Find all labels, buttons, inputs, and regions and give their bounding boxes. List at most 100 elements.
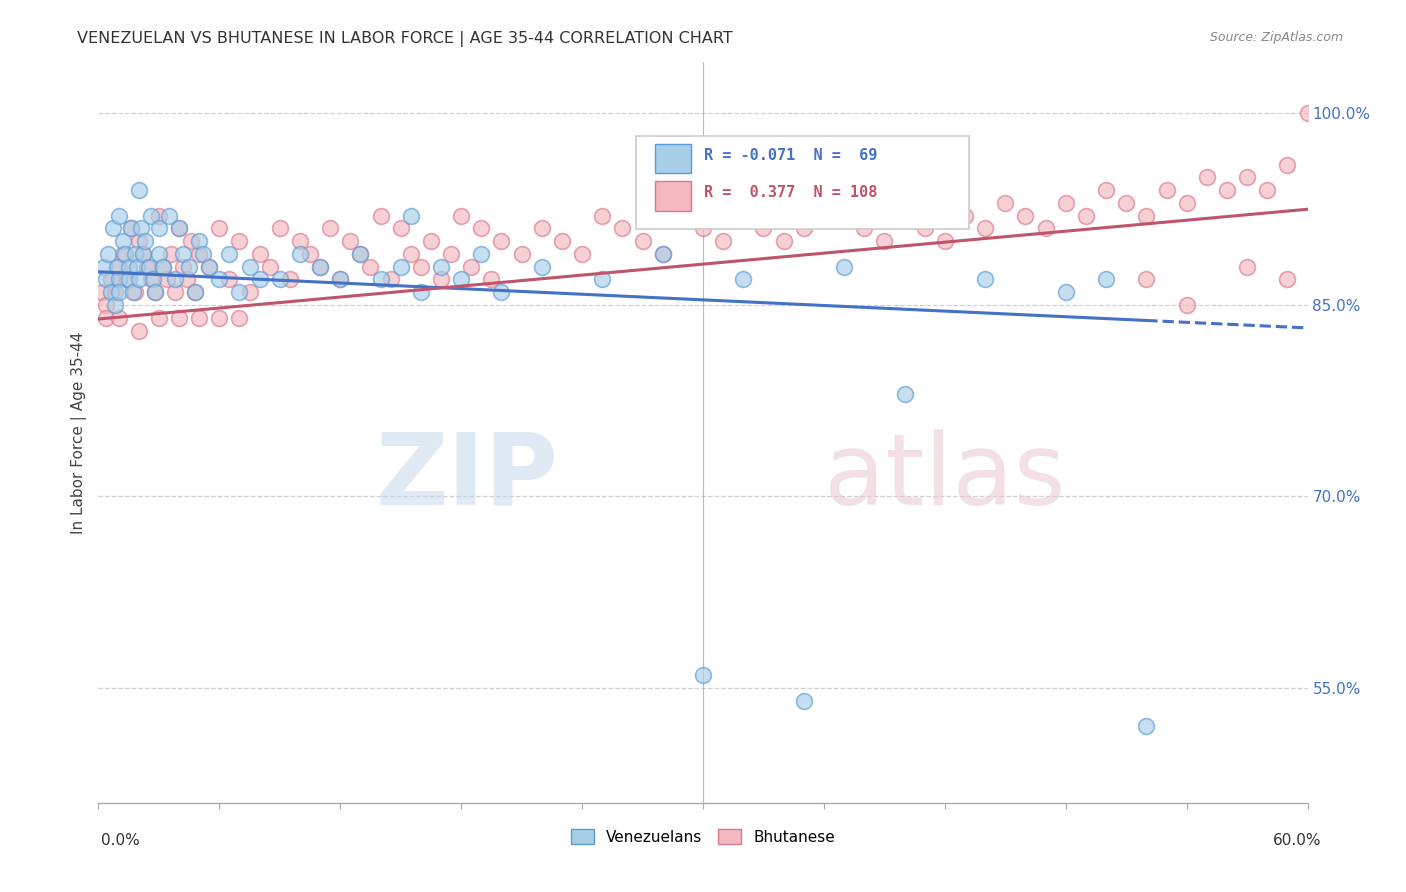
Point [172, 247, 194, 261]
Point [198, 260, 221, 274]
Point [249, 247, 271, 261]
Point [1054, 195, 1077, 210]
Point [481, 272, 503, 286]
Point [1316, 106, 1339, 120]
Point [1277, 157, 1299, 171]
Point [853, 221, 876, 235]
Point [711, 234, 734, 248]
Text: R = -0.071  N =  69: R = -0.071 N = 69 [704, 148, 877, 163]
Point [460, 260, 482, 274]
Point [1035, 221, 1057, 235]
Point [329, 272, 352, 286]
Point [309, 260, 332, 274]
Point [97, 247, 120, 261]
Point [218, 272, 240, 286]
Point [135, 260, 157, 274]
Point [172, 260, 194, 274]
Point [188, 310, 211, 325]
Point [832, 260, 855, 274]
Point [120, 221, 142, 235]
Point [309, 260, 332, 274]
Y-axis label: In Labor Force | Age 35-44: In Labor Force | Age 35-44 [72, 332, 87, 533]
Point [118, 260, 141, 274]
Point [1175, 195, 1198, 210]
Point [692, 221, 714, 235]
Point [167, 221, 190, 235]
Point [651, 247, 673, 261]
Point [160, 247, 183, 261]
Point [132, 247, 155, 261]
Point [1095, 272, 1118, 286]
Point [491, 234, 513, 248]
Point [360, 260, 382, 274]
Point [111, 234, 134, 248]
Point [107, 310, 129, 325]
Point [450, 209, 472, 223]
Point [105, 260, 128, 274]
Point [612, 221, 634, 235]
Point [93, 260, 115, 274]
Text: VENEZUELAN VS BHUTANESE IN LABOR FORCE | AGE 35-44 CORRELATION CHART: VENEZUELAN VS BHUTANESE IN LABOR FORCE |… [77, 31, 733, 47]
Point [420, 234, 443, 248]
Point [1135, 209, 1157, 223]
Point [132, 247, 155, 261]
Bar [655, 144, 690, 173]
Point [450, 272, 472, 286]
Point [259, 260, 281, 274]
Point [1236, 170, 1258, 185]
Point [470, 221, 492, 235]
Point [179, 260, 201, 274]
Point [239, 260, 262, 274]
Point [1296, 106, 1319, 120]
Point [148, 247, 170, 261]
Point [399, 247, 422, 261]
Point [1135, 272, 1157, 286]
Point [152, 260, 174, 274]
Text: ZIP: ZIP [375, 428, 558, 525]
Point [551, 234, 574, 248]
Point [893, 209, 915, 223]
Point [793, 694, 815, 708]
Point [134, 234, 156, 248]
Point [772, 234, 794, 248]
Point [148, 209, 170, 223]
Point [269, 272, 291, 286]
Point [128, 324, 150, 338]
Text: Source: ZipAtlas.com: Source: ZipAtlas.com [1209, 31, 1343, 45]
Point [115, 272, 138, 286]
Point [288, 247, 311, 261]
Point [1074, 209, 1097, 223]
Point [1256, 183, 1278, 197]
Point [299, 247, 322, 261]
Point [389, 260, 412, 274]
Point [107, 260, 129, 274]
Point [239, 285, 262, 300]
Point [470, 247, 492, 261]
Point [128, 183, 150, 197]
Point [128, 272, 150, 286]
Point [288, 234, 311, 248]
Point [143, 285, 166, 300]
Point [339, 234, 361, 248]
Point [125, 260, 148, 274]
Point [692, 668, 714, 682]
Point [107, 209, 129, 223]
Point [733, 272, 755, 286]
Point [96, 272, 118, 286]
Point [370, 272, 392, 286]
Point [380, 272, 402, 286]
Text: 0.0%: 0.0% [101, 833, 141, 847]
Point [193, 247, 215, 261]
Point [409, 285, 432, 300]
Point [198, 260, 221, 274]
Point [218, 247, 240, 261]
Point [208, 221, 231, 235]
Point [319, 221, 342, 235]
Point [510, 247, 533, 261]
Point [672, 209, 695, 223]
Point [184, 285, 207, 300]
Point [269, 221, 291, 235]
Point [440, 247, 463, 261]
Point [249, 272, 271, 286]
Point [129, 221, 152, 235]
